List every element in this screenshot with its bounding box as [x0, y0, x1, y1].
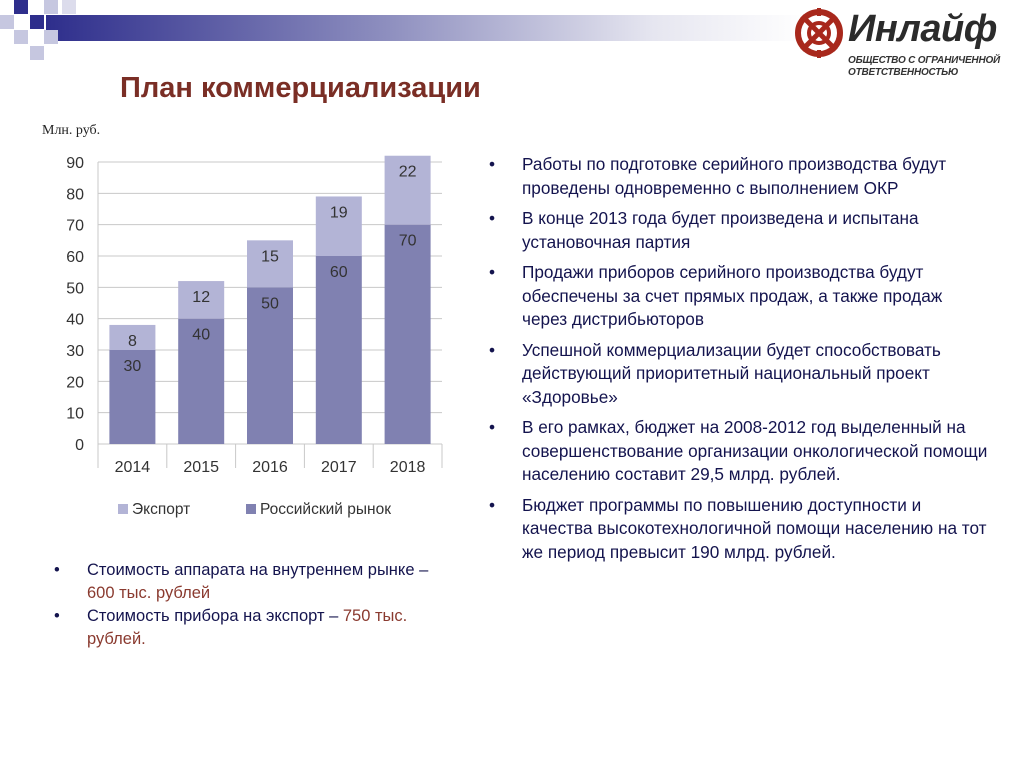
bar-segment [178, 281, 225, 319]
right-bullet-list: Работы по подготовке серийного производс… [489, 153, 989, 571]
chart-legend: Экспорт Российский рынок [118, 501, 391, 518]
data-label: 12 [192, 289, 210, 306]
legend-label: Экспорт [132, 501, 190, 518]
y-tick-label: 20 [66, 374, 84, 391]
x-tick-label: 2014 [115, 459, 151, 476]
header-square [30, 46, 44, 60]
bar-segment [315, 256, 362, 444]
y-tick-label: 0 [75, 437, 84, 454]
slide-title: План коммерциализации [120, 72, 481, 104]
bar-segment [315, 196, 362, 256]
price-bullet-list: Стоимость аппарата на внутреннем рынке –… [54, 559, 454, 651]
y-tick-label: 80 [66, 186, 84, 203]
price-bullet-item: Стоимость прибора на экспорт – 750 тыс. … [54, 605, 454, 651]
price-bullet-item: Стоимость аппарата на внутреннем рынке –… [54, 559, 454, 605]
bullet-item: Успешной коммерциализации будет способст… [489, 339, 989, 410]
header-square [14, 30, 28, 44]
header-square [30, 15, 44, 29]
logo-name: Инлайф [848, 8, 997, 50]
company-logo: Инлайф Общество с ограниченной ответстве… [792, 4, 1018, 82]
price-value: 750 тыс. рублей. [87, 607, 408, 648]
y-tick-label: 10 [66, 406, 84, 423]
legend-label: Российский рынок [260, 501, 391, 518]
x-tick-label: 2018 [390, 459, 426, 476]
legend-swatch [246, 504, 256, 514]
bar-segment [247, 240, 293, 288]
price-dash: – [414, 561, 429, 579]
header-gradient-bar [46, 15, 806, 41]
stacked-bar-chart: Млн. руб. 0 10 20 30 40 50 60 70 80 90 30 8 40 12 50 1… [42, 123, 443, 518]
data-label: 60 [330, 264, 348, 281]
y-axis-ticks: 0 10 20 30 40 50 60 70 80 90 [66, 155, 84, 454]
header-square [44, 0, 58, 14]
header-band [0, 0, 806, 60]
bar-segment [178, 318, 225, 444]
inlife-logo-icon [795, 8, 843, 58]
bar-segment [109, 350, 156, 444]
price-value: 600 тыс. рублей [87, 584, 211, 602]
bullet-item: В конце 2013 года будет произведена и ис… [489, 207, 989, 254]
header-square [44, 30, 58, 44]
y-tick-label: 50 [66, 280, 84, 297]
y-tick-label: 60 [66, 249, 84, 266]
bar-segment [384, 224, 431, 444]
bullet-item: Работы по подготовке серийного производс… [489, 153, 989, 200]
data-label: 15 [261, 248, 279, 265]
y-tick-label: 90 [66, 155, 84, 172]
bar-segment [109, 324, 156, 350]
x-tick-label: 2016 [252, 459, 288, 476]
data-label: 19 [330, 204, 348, 221]
bullet-item: Бюджет программы по повышению доступност… [489, 494, 989, 565]
x-tick-label: 2015 [183, 459, 219, 476]
chart-bars: 30 8 40 12 50 15 60 19 70 22 [109, 155, 431, 444]
bullet-item: В его рамках, бюджет на 2008-2012 год вы… [489, 416, 989, 487]
data-label: 30 [124, 358, 142, 375]
y-tick-label: 70 [66, 218, 84, 235]
y-tick-label: 40 [66, 312, 84, 329]
bullet-item: Продажи приборов серийного производства … [489, 261, 989, 332]
x-tick-label: 2017 [321, 459, 357, 476]
data-label: 8 [128, 333, 137, 350]
data-label: 70 [399, 233, 417, 250]
data-label: 50 [261, 295, 279, 312]
logo-subtitle: Общество с ограниченной ответственностью [848, 55, 1001, 78]
header-square [14, 0, 28, 14]
price-bullet-text: Стоимость прибора на экспорт [87, 607, 325, 625]
bar-segment [384, 155, 431, 225]
price-bullet-text: Стоимость аппарата на внутреннем рынке [87, 561, 415, 579]
price-dash: – [324, 607, 343, 625]
chart-unit-label: Млн. руб. [42, 123, 100, 138]
legend-swatch [118, 504, 128, 514]
data-label: 22 [399, 164, 417, 181]
data-label: 40 [192, 327, 210, 344]
x-axis-ticks: 2014 2015 2016 2017 2018 [115, 459, 426, 476]
header-square [0, 15, 14, 29]
y-tick-label: 30 [66, 343, 84, 360]
bar-segment [247, 287, 293, 444]
header-square [62, 0, 76, 14]
